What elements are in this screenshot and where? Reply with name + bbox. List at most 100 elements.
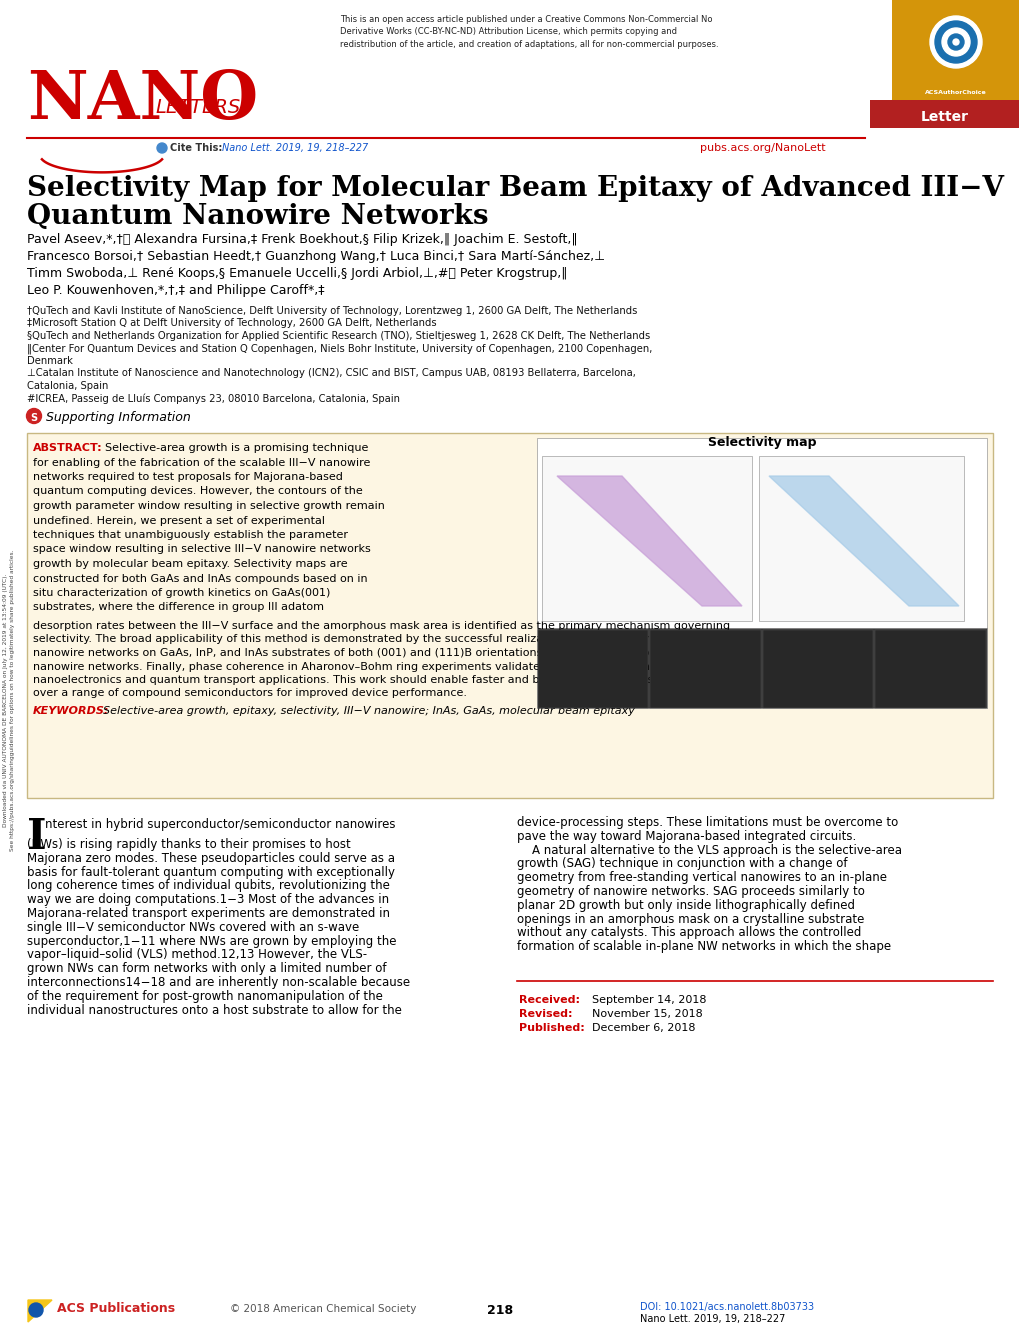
Text: techniques that unambiguously establish the parameter: techniques that unambiguously establish …: [33, 530, 347, 540]
Text: © 2018 American Chemical Society: © 2018 American Chemical Society: [229, 1305, 416, 1314]
Polygon shape: [892, 100, 1019, 117]
Text: of the requirement for post-growth nanomanipulation of the: of the requirement for post-growth nanom…: [26, 990, 382, 1003]
Text: 218: 218: [486, 1305, 513, 1317]
Text: pave the way toward Majorana-based integrated circuits.: pave the way toward Majorana-based integ…: [517, 830, 855, 843]
Circle shape: [952, 39, 958, 45]
Text: Quantum Nanowire Networks: Quantum Nanowire Networks: [26, 203, 488, 229]
Text: Catalonia, Spain: Catalonia, Spain: [26, 382, 108, 391]
Text: formation of scalable in-plane NW networks in which the shape: formation of scalable in-plane NW networ…: [517, 940, 891, 954]
Text: nterest in hybrid superconductor/semiconductor nanowires: nterest in hybrid superconductor/semicon…: [45, 818, 395, 831]
Text: DOI: 10.1021/acs.nanolett.8b03733: DOI: 10.1021/acs.nanolett.8b03733: [639, 1302, 813, 1313]
Bar: [874, 630, 985, 708]
Text: openings in an amorphous mask on a crystalline substrate: openings in an amorphous mask on a cryst…: [517, 912, 863, 926]
Text: Revised:: Revised:: [519, 1009, 572, 1019]
Text: nanowire networks on GaAs, InP, and InAs substrates of both (001) and (111)B ori: nanowire networks on GaAs, InP, and InAs…: [33, 648, 710, 658]
Circle shape: [942, 28, 969, 56]
Text: Nano Lett. 2019, 19, 218–227: Nano Lett. 2019, 19, 218–227: [222, 143, 368, 153]
Text: Supporting Information: Supporting Information: [46, 411, 191, 424]
Text: Selective-area growth, epitaxy, selectivity, III−V nanowire; InAs, GaAs, molecul: Selective-area growth, epitaxy, selectiv…: [103, 706, 634, 716]
Bar: [536, 628, 986, 708]
Bar: [536, 438, 986, 628]
Text: Letter: Letter: [920, 109, 968, 124]
Text: individual nanostructures onto a host substrate to allow for the: individual nanostructures onto a host su…: [26, 1003, 401, 1017]
Text: Published:: Published:: [519, 1023, 584, 1033]
Bar: [26, 434, 993, 798]
Text: November 15, 2018: November 15, 2018: [591, 1009, 702, 1019]
Text: basis for fault-tolerant quantum computing with exceptionally: basis for fault-tolerant quantum computi…: [26, 866, 394, 879]
Text: Leo P. Kouwenhoven,*,†,‡ and Philippe Caroff*,‡: Leo P. Kouwenhoven,*,†,‡ and Philippe Ca…: [26, 284, 324, 297]
Text: Selectivity map: Selectivity map: [707, 436, 815, 450]
Text: Downloaded via UNIV AUTONOMA DE BARCELONA on July 12, 2019 at 13:54:09 (UTC).
Se: Downloaded via UNIV AUTONOMA DE BARCELON…: [3, 550, 15, 851]
Polygon shape: [768, 476, 958, 606]
Text: Denmark: Denmark: [26, 356, 72, 366]
Bar: [541, 456, 751, 622]
Text: #ICREA, Passeig de Lluís Companys 23, 08010 Barcelona, Catalonia, Spain: #ICREA, Passeig de Lluís Companys 23, 08…: [26, 394, 399, 404]
Text: ACSAuthorChoice: ACSAuthorChoice: [924, 89, 986, 95]
Text: Selective-area growth is a promising technique: Selective-area growth is a promising tec…: [105, 443, 368, 454]
Text: pubs.acs.org/NanoLett: pubs.acs.org/NanoLett: [699, 143, 824, 153]
Text: undefined. Herein, we present a set of experimental: undefined. Herein, we present a set of e…: [33, 515, 325, 526]
Text: Selectivity Map for Molecular Beam Epitaxy of Advanced III−V: Selectivity Map for Molecular Beam Epita…: [26, 175, 1003, 201]
Text: Cite This:: Cite This:: [170, 143, 222, 153]
Text: single III−V semiconductor NWs covered with an s-wave: single III−V semiconductor NWs covered w…: [26, 920, 359, 934]
Text: growth parameter window resulting in selective growth remain: growth parameter window resulting in sel…: [33, 502, 384, 511]
Text: ⊥Catalan Institute of Nanoscience and Nanotechnology (ICN2), CSIC and BIST, Camp: ⊥Catalan Institute of Nanoscience and Na…: [26, 368, 635, 379]
Text: December 6, 2018: December 6, 2018: [591, 1023, 695, 1033]
Text: NANO: NANO: [26, 68, 258, 133]
Text: networks required to test proposals for Majorana-based: networks required to test proposals for …: [33, 472, 342, 482]
Text: over a range of compound semiconductors for improved device performance.: over a range of compound semiconductors …: [33, 688, 467, 699]
Text: vapor–liquid–solid (VLS) method.12,13 However, the VLS-: vapor–liquid–solid (VLS) method.12,13 Ho…: [26, 948, 367, 962]
Polygon shape: [556, 476, 741, 606]
Text: LETTERS: LETTERS: [155, 97, 240, 117]
Text: space window resulting in selective III−V nanowire networks: space window resulting in selective III−…: [33, 544, 370, 555]
Text: Timm Swoboda,⊥ René Koops,§ Emanuele Uccelli,§ Jordi Arbiol,⊥,#ⓘ Peter Krogstrup: Timm Swoboda,⊥ René Koops,§ Emanuele Ucc…: [26, 267, 567, 280]
Text: §QuTech and Netherlands Organization for Applied Scientific Research (TNO), Stie: §QuTech and Netherlands Organization for…: [26, 331, 650, 342]
Text: desorption rates between the III−V surface and the amorphous mask area is identi: desorption rates between the III−V surfa…: [33, 622, 730, 631]
Text: Majorana zero modes. These pseudoparticles could serve as a: Majorana zero modes. These pseudoparticl…: [26, 852, 394, 864]
Bar: [869, 100, 1019, 128]
Circle shape: [929, 16, 981, 68]
Bar: [892, 0, 1019, 100]
Text: September 14, 2018: September 14, 2018: [591, 995, 706, 1005]
Text: growth (SAG) technique in conjunction with a change of: growth (SAG) technique in conjunction wi…: [517, 858, 847, 870]
Polygon shape: [28, 1301, 52, 1322]
Bar: [537, 630, 648, 708]
Circle shape: [157, 143, 167, 153]
Text: †QuTech and Kavli Institute of NanoScience, Delft University of Technology, Lore: †QuTech and Kavli Institute of NanoScien…: [26, 305, 637, 316]
Text: growth by molecular beam epitaxy. Selectivity maps are: growth by molecular beam epitaxy. Select…: [33, 559, 347, 570]
Text: Francesco Borsoi,† Sebastian Heedt,† Guanzhong Wang,† Luca Binci,† Sara Martí-Sá: Francesco Borsoi,† Sebastian Heedt,† Gua…: [26, 249, 604, 263]
Text: planar 2D growth but only inside lithographically defined: planar 2D growth but only inside lithogr…: [517, 899, 854, 912]
Text: grown NWs can form networks with only a limited number of: grown NWs can form networks with only a …: [26, 962, 386, 975]
Text: constructed for both GaAs and InAs compounds based on in: constructed for both GaAs and InAs compo…: [33, 574, 367, 583]
Text: ABSTRACT:: ABSTRACT:: [33, 443, 103, 454]
Bar: [762, 630, 872, 708]
Text: Majorana-related transport experiments are demonstrated in: Majorana-related transport experiments a…: [26, 907, 389, 920]
Text: way we are doing computations.1−3 Most of the advances in: way we are doing computations.1−3 Most o…: [26, 894, 388, 906]
Text: for enabling of the fabrication of the scalable III−V nanowire: for enabling of the fabrication of the s…: [33, 458, 370, 467]
Text: This is an open access article published under a Creative Commons Non-Commercial: This is an open access article published…: [339, 15, 718, 49]
Text: ‖Center For Quantum Devices and Station Q Copenhagen, Niels Bohr Institute, Univ: ‖Center For Quantum Devices and Station …: [26, 343, 652, 354]
Text: selectivity. The broad applicability of this method is demonstrated by the succe: selectivity. The broad applicability of …: [33, 635, 733, 644]
Text: interconnections14−18 and are inherently non-scalable because: interconnections14−18 and are inherently…: [26, 976, 410, 988]
Text: S: S: [31, 414, 38, 423]
Text: situ characterization of growth kinetics on GaAs(001): situ characterization of growth kinetics…: [33, 588, 330, 598]
Text: Received:: Received:: [519, 995, 580, 1005]
Text: without any catalysts. This approach allows the controlled: without any catalysts. This approach all…: [517, 926, 860, 939]
Text: ‡Microsoft Station Q at Delft University of Technology, 2600 GA Delft, Netherlan: ‡Microsoft Station Q at Delft University…: [26, 319, 436, 328]
Text: Pavel Aseev,*,†ⓘ Alexandra Fursina,‡ Frenk Boekhout,§ Filip Krizek,‖ Joachim E. : Pavel Aseev,*,†ⓘ Alexandra Fursina,‡ Fre…: [26, 233, 577, 245]
Text: I: I: [26, 816, 47, 858]
Circle shape: [26, 408, 42, 423]
Text: A natural alternative to the VLS approach is the selective-area: A natural alternative to the VLS approac…: [517, 843, 901, 856]
Text: KEYWORDS:: KEYWORDS:: [33, 706, 109, 716]
Text: (NWs) is rising rapidly thanks to their promises to host: (NWs) is rising rapidly thanks to their …: [26, 838, 351, 851]
Text: device-processing steps. These limitations must be overcome to: device-processing steps. These limitatio…: [517, 816, 898, 828]
Circle shape: [934, 21, 976, 63]
Bar: [650, 630, 760, 708]
Text: superconductor,1−11 where NWs are grown by employing the: superconductor,1−11 where NWs are grown …: [26, 935, 396, 947]
Text: ACS Publications: ACS Publications: [57, 1302, 175, 1315]
Text: long coherence times of individual qubits, revolutionizing the: long coherence times of individual qubit…: [26, 879, 389, 892]
Text: geometry of nanowire networks. SAG proceeds similarly to: geometry of nanowire networks. SAG proce…: [517, 884, 864, 898]
Text: substrates, where the difference in group III adatom: substrates, where the difference in grou…: [33, 603, 324, 612]
Text: nanoelectronics and quantum transport applications. This work should enable fast: nanoelectronics and quantum transport ap…: [33, 675, 738, 684]
Text: nanowire networks. Finally, phase coherence in Aharonov–Bohm ring experiments va: nanowire networks. Finally, phase cohere…: [33, 662, 735, 671]
